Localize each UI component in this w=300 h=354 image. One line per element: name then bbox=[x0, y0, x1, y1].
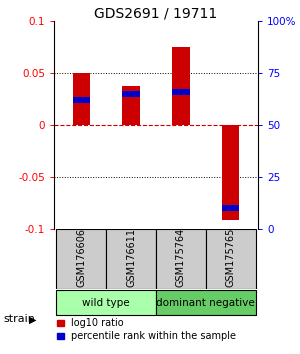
Bar bbox=[122, 86, 140, 125]
Bar bbox=[73, 73, 90, 125]
Bar bbox=[106, 229, 156, 289]
Title: GDS2691 / 19711: GDS2691 / 19711 bbox=[94, 6, 218, 20]
Text: GSM175765: GSM175765 bbox=[226, 228, 236, 287]
Bar bbox=[222, 125, 239, 221]
Bar bbox=[56, 290, 156, 315]
Text: wild type: wild type bbox=[82, 298, 130, 308]
Bar bbox=[172, 47, 190, 125]
Bar bbox=[206, 229, 256, 289]
Text: strain: strain bbox=[3, 314, 35, 324]
Bar bbox=[156, 229, 206, 289]
Text: ▶: ▶ bbox=[28, 314, 36, 324]
Legend: log10 ratio, percentile rank within the sample: log10 ratio, percentile rank within the … bbox=[57, 318, 236, 341]
Bar bbox=[172, 89, 190, 95]
Text: GSM176606: GSM176606 bbox=[76, 228, 86, 287]
Text: GSM175764: GSM175764 bbox=[176, 228, 186, 287]
Text: GSM176611: GSM176611 bbox=[126, 228, 136, 287]
Text: dominant negative: dominant negative bbox=[156, 298, 255, 308]
Bar bbox=[122, 91, 140, 97]
Bar bbox=[73, 97, 90, 103]
Bar bbox=[222, 205, 239, 211]
Bar bbox=[56, 229, 106, 289]
Bar bbox=[156, 290, 256, 315]
